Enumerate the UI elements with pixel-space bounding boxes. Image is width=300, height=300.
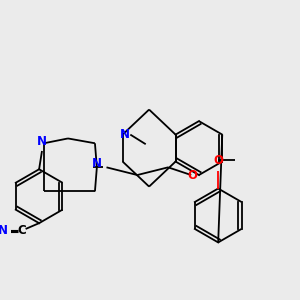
Text: C: C (17, 224, 26, 237)
Text: N: N (37, 135, 47, 148)
Text: O: O (187, 169, 197, 182)
Text: N: N (92, 157, 102, 170)
Text: N: N (119, 128, 130, 141)
Text: O: O (213, 154, 223, 167)
Text: N: N (0, 224, 8, 237)
